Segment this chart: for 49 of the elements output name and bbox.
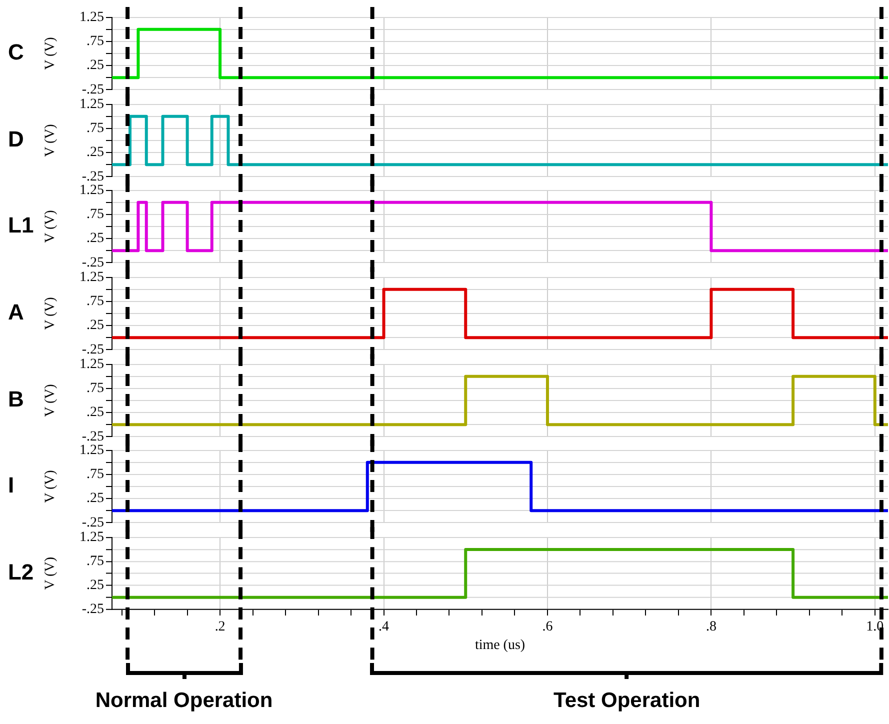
y-tick-label: -.25 [82, 168, 104, 184]
y-tick-label: -.25 [82, 516, 104, 531]
text: Test Operation [554, 689, 700, 714]
y-tick-label: .25 [86, 404, 104, 420]
y-tick-label: .25 [86, 58, 104, 74]
y-tick-label: .25 [86, 492, 104, 507]
y-tick-label: -.25 [82, 601, 104, 618]
text: Normal Operation [95, 689, 273, 714]
y-tick-label: -.25 [82, 256, 104, 271]
y-tick-label: .75 [86, 553, 104, 570]
y-tick-label: .75 [86, 380, 104, 396]
y-tick-label: 1.25 [80, 270, 104, 286]
text: I [8, 472, 14, 498]
y-tick-label: .25 [86, 577, 104, 594]
x-axis-title: time (us) [474, 636, 526, 653]
y-axis-title: V (V) [43, 383, 58, 417]
y-tick-label: .75 [86, 34, 104, 50]
y-tick-label: -.25 [82, 428, 104, 444]
x-tick-label: .8 [706, 618, 716, 635]
text: L2 [8, 559, 34, 585]
y-axis-title: V (V) [43, 210, 58, 244]
y-tick-label: .75 [86, 207, 104, 222]
text: L1 [8, 212, 34, 238]
text: B [8, 386, 24, 412]
y-tick-label: .25 [86, 232, 104, 247]
y-tick-label: .75 [86, 294, 104, 310]
y-tick-label: 1.25 [80, 96, 104, 112]
y-tick-label: 1.25 [80, 529, 104, 546]
y-tick-label: 1.25 [80, 356, 104, 372]
text: A [8, 300, 24, 325]
y-axis-title: V (V) [43, 123, 58, 157]
y-axis-title: V (V) [43, 36, 58, 70]
y-tick-label: .25 [86, 318, 104, 334]
y-tick-label: .75 [86, 120, 104, 136]
y-tick-label: -.25 [82, 82, 104, 98]
y-axis-title: V (V) [43, 470, 58, 504]
y-tick-label: .25 [86, 144, 104, 160]
y-tick-label: 1.25 [80, 10, 104, 26]
y-tick-label: .75 [86, 467, 104, 482]
x-tick-label: .4 [378, 618, 390, 635]
y-tick-label: 1.25 [80, 183, 104, 198]
text: C [8, 40, 24, 65]
y-axis-title: V (V) [42, 556, 58, 590]
text: D [8, 126, 24, 152]
y-axis-title: V (V) [43, 296, 58, 330]
y-tick-label: -.25 [82, 342, 104, 358]
x-tick-label: .2 [214, 618, 226, 635]
y-tick-label: 1.25 [80, 443, 104, 458]
x-tick-label: .6 [542, 618, 553, 635]
